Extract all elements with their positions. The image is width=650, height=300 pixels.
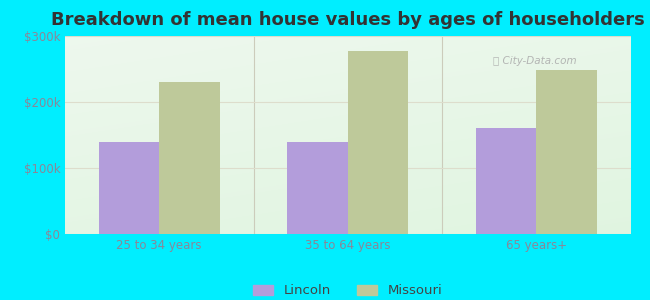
Bar — [476, 128, 536, 234]
Bar — [536, 70, 597, 234]
Bar — [99, 142, 159, 234]
Legend: Lincoln, Missouri: Lincoln, Missouri — [248, 279, 448, 300]
Bar — [287, 142, 348, 234]
Text: ⓘ City-Data.com: ⓘ City-Data.com — [493, 56, 576, 66]
Bar — [159, 82, 220, 234]
Title: Breakdown of mean house values by ages of householders: Breakdown of mean house values by ages o… — [51, 11, 645, 29]
Bar — [348, 50, 408, 234]
